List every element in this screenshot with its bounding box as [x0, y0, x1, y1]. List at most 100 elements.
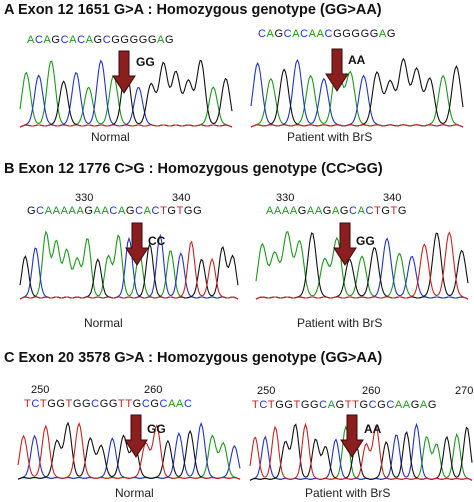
base-letter: C	[386, 399, 395, 411]
trace-line-t	[19, 240, 239, 300]
base-letter: A	[176, 398, 184, 410]
base-letter: C	[141, 398, 151, 410]
base-letter: G	[386, 28, 396, 40]
base-letter: T	[118, 398, 126, 410]
panel-a-letter: A	[4, 2, 14, 18]
base-letter: A	[419, 399, 428, 411]
base-letter: G	[284, 399, 294, 411]
base-letter: A	[327, 399, 336, 411]
base-letter: G	[108, 398, 119, 410]
base-letter: T	[293, 399, 301, 411]
base-letter: A	[101, 205, 110, 217]
base-letter: A	[60, 205, 69, 217]
base-letter: C	[91, 398, 100, 410]
base-letter: G	[339, 205, 350, 217]
base-letter: A	[281, 205, 290, 217]
panel-a-left-genotype: GG	[136, 55, 155, 69]
base-letter: A	[266, 205, 274, 217]
base-letter: C	[319, 399, 328, 411]
trace-line-t	[250, 124, 464, 128]
base-letter: G	[193, 205, 203, 217]
base-letter: T	[390, 205, 398, 217]
trace-line-t	[249, 422, 473, 481]
base-letter: T	[65, 398, 73, 410]
panel-b-right-sequence: AAAAGAAGAGCACTGTG	[266, 205, 407, 217]
base-letter: C	[283, 28, 293, 40]
panel-b-right-arrow	[333, 222, 357, 266]
panel-a-left-sequence: ACAGCACAGCGGGGGAG	[27, 34, 174, 46]
panel-b-title: B Exon 12 1776 C>G : Homozygous genotype…	[4, 161, 383, 177]
panel-a-right-sequence: CAGCACAACGGGGGAG	[258, 28, 396, 40]
panel-c-right-position: 250	[257, 385, 276, 397]
base-letter: G	[410, 399, 420, 411]
base-letter: C	[109, 205, 118, 217]
base-letter: G	[335, 399, 345, 411]
down-arrow-icon	[112, 50, 136, 94]
base-letter: T	[176, 205, 184, 217]
base-letter: G	[120, 34, 130, 46]
base-letter: C	[159, 398, 169, 410]
base-letter: C	[36, 205, 45, 217]
base-letter: G	[167, 205, 177, 217]
panel-c-left-position: 250	[31, 384, 50, 396]
panel-c-title: C Exon 20 3578 G>A : Homozygous genotype…	[4, 350, 382, 366]
base-letter: T	[125, 398, 133, 410]
panel-b-left-position: 340	[172, 192, 191, 204]
down-arrow-icon	[125, 222, 149, 266]
base-letter: G	[369, 28, 379, 40]
base-letter: A	[157, 34, 165, 46]
base-letter: A	[394, 399, 403, 411]
panel-b-left-chromatogram	[19, 230, 239, 300]
trace-line-t	[19, 124, 233, 128]
base-letter: G	[147, 34, 158, 46]
base-letter: T	[39, 398, 48, 410]
base-letter: G	[84, 205, 94, 217]
base-letter: G	[397, 205, 408, 217]
base-letter: A	[85, 34, 94, 46]
panel-c-right-position: 260	[362, 385, 381, 397]
base-letter: C	[365, 205, 375, 217]
base-letter: A	[93, 205, 102, 217]
panel-b-letter: B	[4, 161, 15, 177]
base-letter: T	[344, 399, 353, 411]
panel-c-left-chromatogram	[17, 421, 241, 480]
base-letter: G	[51, 34, 61, 46]
base-letter: G	[183, 205, 194, 217]
base-letter: G	[322, 205, 332, 217]
base-letter: T	[24, 398, 32, 410]
base-letter: C	[258, 28, 267, 40]
base-letter: C	[31, 398, 40, 410]
base-letter: C	[300, 28, 309, 40]
base-letter: G	[275, 399, 285, 411]
base-letter: G	[300, 399, 310, 411]
base-letter: A	[316, 28, 325, 40]
trace-line-g	[250, 57, 464, 128]
base-letter: A	[68, 205, 77, 217]
base-letter: A	[168, 398, 177, 410]
base-letter: A	[306, 205, 315, 217]
base-letter: G	[125, 205, 136, 217]
base-letter: G	[138, 34, 148, 46]
base-letter: T	[160, 205, 168, 217]
base-letter: G	[297, 205, 307, 217]
base-letter: C	[324, 28, 334, 40]
base-letter: G	[351, 28, 361, 40]
base-letter: A	[266, 28, 275, 40]
panel-b-left-sequence: GCAAAAAGAACAGCACTGTGG	[27, 205, 202, 217]
panel-b-left-arrow	[125, 222, 149, 266]
panel-b-title-text: Exon 12 1776 C>G : Homozygous genotype (…	[18, 161, 383, 177]
base-letter: G	[310, 399, 320, 411]
base-letter: A	[43, 34, 52, 46]
base-letter: G	[82, 398, 92, 410]
base-letter: A	[117, 205, 126, 217]
base-letter: A	[76, 205, 85, 217]
base-letter: G	[359, 399, 369, 411]
base-letter: G	[111, 34, 121, 46]
panel-c-left-position: 260	[144, 384, 163, 396]
panel-b-left-caption: Normal	[84, 316, 123, 330]
base-letter: G	[93, 34, 103, 46]
panel-c-left-sequence: TCTGGTGGCGGTTGCGCAAC	[24, 398, 193, 410]
base-letter: C	[77, 34, 86, 46]
base-letter: A	[378, 28, 387, 40]
panel-c-title-text: Exon 20 3578 G>A : Homozygous genotype (…	[18, 350, 383, 366]
